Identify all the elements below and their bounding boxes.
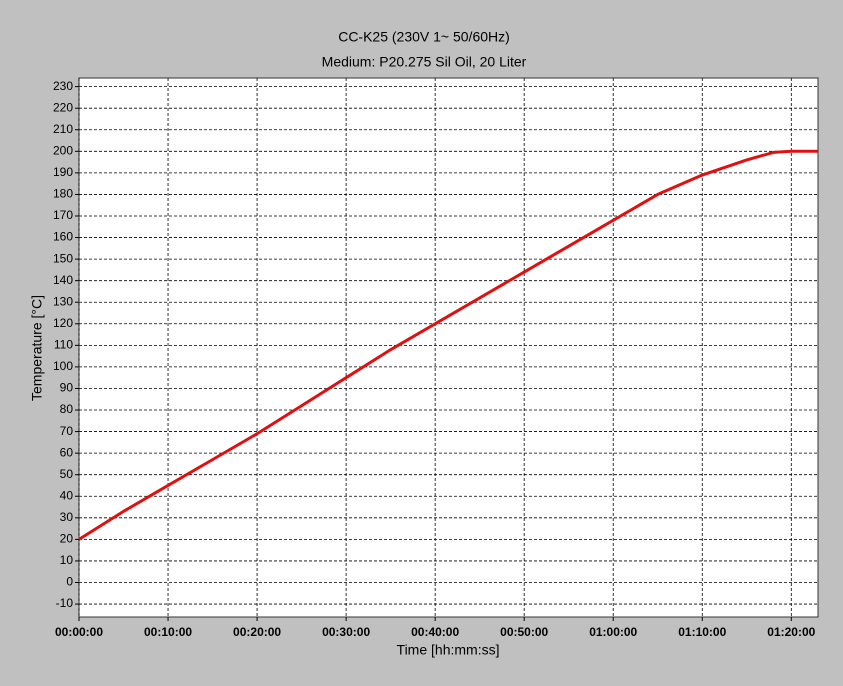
x-tick-label: 00:20:00 bbox=[233, 625, 281, 639]
y-tick-label: 230 bbox=[53, 79, 73, 93]
plot-area bbox=[78, 77, 819, 618]
x-tick-label: 01:20:00 bbox=[767, 625, 815, 639]
y-tick-label: 120 bbox=[53, 316, 73, 330]
x-tick-label: 00:30:00 bbox=[322, 625, 370, 639]
y-axis-label: Temperature [°C] bbox=[29, 295, 45, 401]
y-tick-label: -10 bbox=[56, 596, 74, 610]
y-tick-label: 180 bbox=[53, 187, 73, 201]
y-tick-label: 140 bbox=[53, 273, 73, 287]
x-axis-label: Time [hh:mm:ss] bbox=[397, 642, 500, 658]
chart-title: CC-K25 (230V 1~ 50/60Hz) bbox=[338, 29, 510, 45]
x-tick-label: 01:10:00 bbox=[678, 625, 726, 639]
chart-subtitle: Medium: P20.275 Sil Oil, 20 Liter bbox=[322, 54, 527, 70]
x-tick-label: 00:10:00 bbox=[144, 625, 192, 639]
y-tick-label: 80 bbox=[60, 402, 74, 416]
y-tick-label: 30 bbox=[60, 510, 74, 524]
x-tick-label: 00:50:00 bbox=[500, 625, 548, 639]
y-tick-label: 130 bbox=[53, 294, 73, 308]
y-tick-label: 50 bbox=[60, 467, 74, 481]
y-tick-label: 110 bbox=[54, 338, 73, 352]
y-tick-label: 60 bbox=[60, 445, 74, 459]
y-tick-label: 160 bbox=[53, 230, 73, 244]
y-tick-label: 100 bbox=[53, 359, 73, 373]
y-tick-label: 0 bbox=[66, 575, 73, 589]
x-tick-label: 00:00:00 bbox=[55, 625, 103, 639]
y-tick-label: 150 bbox=[53, 251, 73, 265]
y-tick-label: 10 bbox=[60, 553, 74, 567]
y-tick-label: 170 bbox=[53, 208, 73, 222]
y-tick-label: 210 bbox=[53, 122, 73, 136]
x-tick-label: 01:00:00 bbox=[589, 625, 637, 639]
y-tick-label: 200 bbox=[53, 143, 73, 157]
x-tick-label: 00:40:00 bbox=[411, 625, 459, 639]
y-tick-label: 70 bbox=[60, 424, 74, 438]
line bbox=[78, 149, 818, 541]
y-tick-label: 190 bbox=[53, 165, 73, 179]
y-tick-label: 220 bbox=[53, 100, 73, 114]
y-tick-label: 20 bbox=[60, 532, 74, 546]
y-tick-label: 40 bbox=[60, 488, 74, 502]
y-tick-label: 90 bbox=[60, 381, 74, 395]
